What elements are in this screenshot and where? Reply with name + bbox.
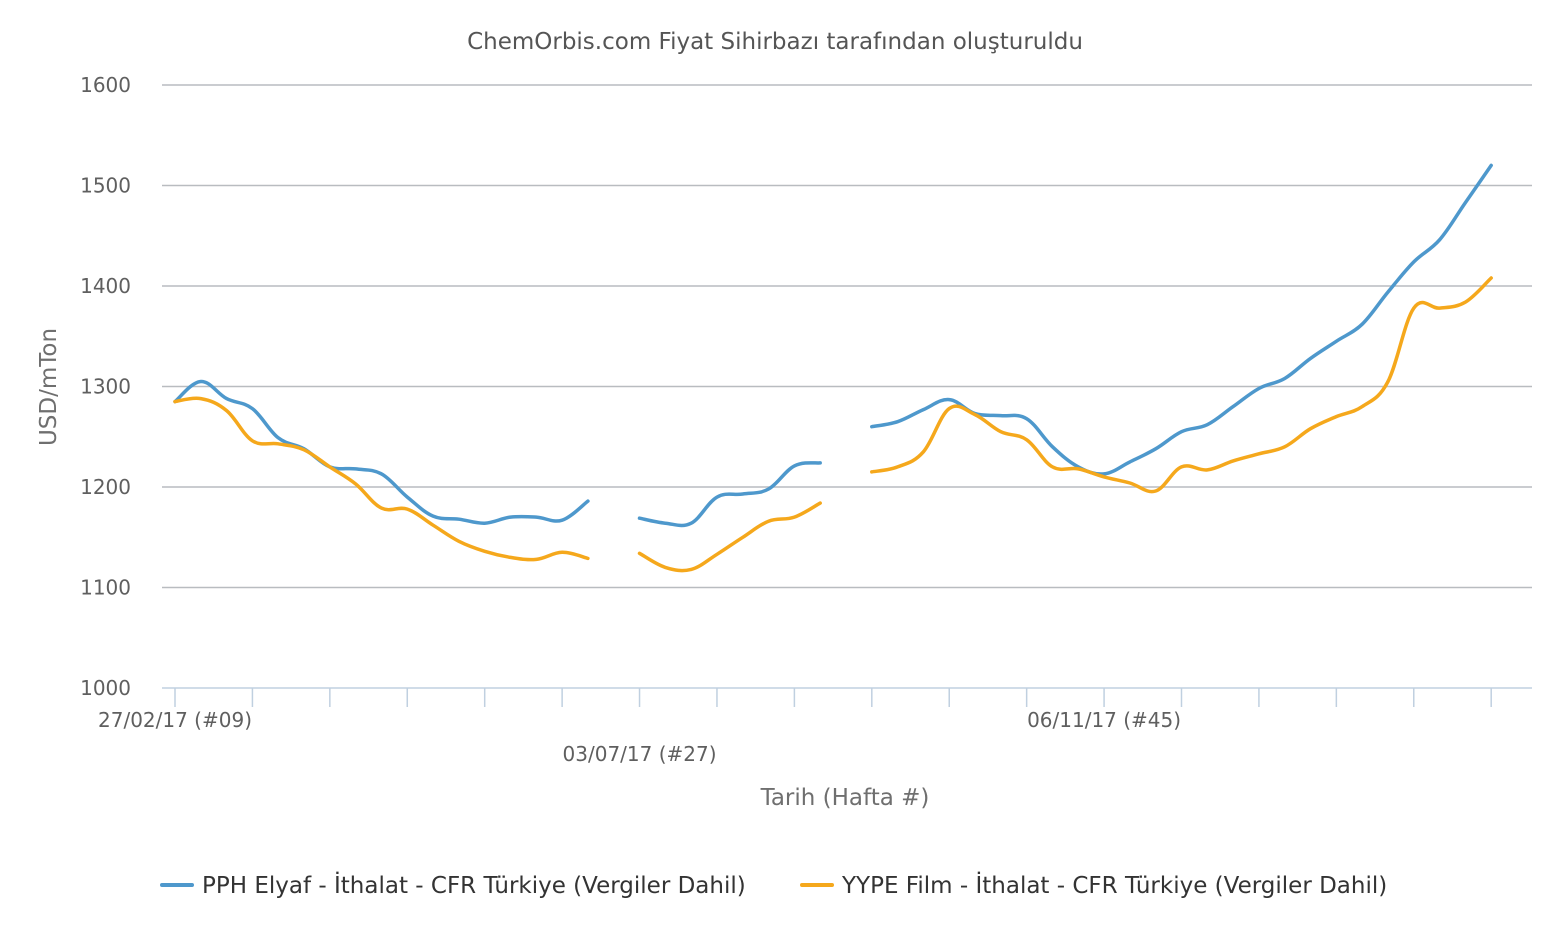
chart-title: ChemOrbis.com Fiyat Sihirbazı tarafından… (467, 29, 1083, 55)
series-1-line-segment-2 (637, 461, 822, 528)
x-axis-ticks: 27/02/17 (#09) 03/07/17 (#27) 06/11/17 (#4… (98, 688, 1492, 766)
y-tick-label: 1100 (80, 576, 131, 600)
series-1-line-segment-3 (870, 163, 1493, 476)
series-2-line-segment-3 (870, 276, 1493, 494)
x-tick-label: 06/11/17 (#45) (1027, 708, 1181, 732)
series-1-line-segment-1 (173, 379, 590, 525)
y-tick-label: 1600 (80, 73, 131, 97)
y-tick-label: 1300 (80, 375, 131, 399)
series-2-line-segment-1 (173, 396, 590, 562)
gridlines (162, 84, 1532, 589)
y-tick-label: 1400 (80, 274, 131, 298)
legend: PPH Elyaf - İthalat - CFR Türkiye (Vergi… (160, 871, 1387, 899)
series-2-line-segment-2 (637, 501, 822, 573)
y-tick-label: 1500 (80, 174, 131, 198)
x-axis-title: Tarih (Hafta #) (760, 785, 930, 811)
legend-label: PPH Elyaf - İthalat - CFR Türkiye (Vergi… (202, 871, 746, 899)
y-axis-title: USD/mTon (36, 328, 62, 446)
x-tick-label: 27/02/17 (#09) (98, 708, 252, 732)
y-axis-ticks: 1000 1100 1200 1300 1400 1500 1600 (80, 73, 131, 700)
y-tick-label: 1000 (80, 676, 131, 700)
x-tick-label: 03/07/17 (#27) (563, 742, 717, 766)
series-lines (173, 163, 1493, 573)
y-tick-label: 1200 (80, 475, 131, 499)
legend-label: YYPE Film - İthalat - CFR Türkiye (Vergi… (841, 871, 1387, 899)
